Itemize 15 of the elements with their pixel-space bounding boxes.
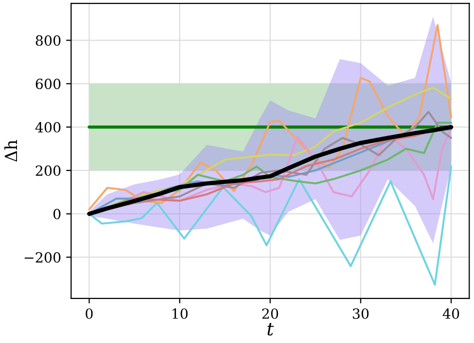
x-tick-label: 20 xyxy=(262,308,278,319)
y-tick-label: 200 xyxy=(36,165,60,176)
x-tick-label: 40 xyxy=(442,308,460,319)
line-series xyxy=(88,166,452,286)
y-tick-label: 600 xyxy=(36,78,60,90)
line-series xyxy=(88,24,452,210)
x-axis-title: t xyxy=(268,323,274,336)
x-tick-label: 30 xyxy=(352,308,369,319)
x-tick-label: 0 xyxy=(86,308,93,319)
y-tick-label: 400 xyxy=(35,122,60,133)
y-tick-label: 800 xyxy=(36,35,60,46)
x-tick-label: 10 xyxy=(172,308,188,319)
y-tick-label: 0 xyxy=(53,208,60,220)
y-tick-label: −200 xyxy=(24,252,60,263)
y-axis-title: Δh xyxy=(4,140,17,162)
